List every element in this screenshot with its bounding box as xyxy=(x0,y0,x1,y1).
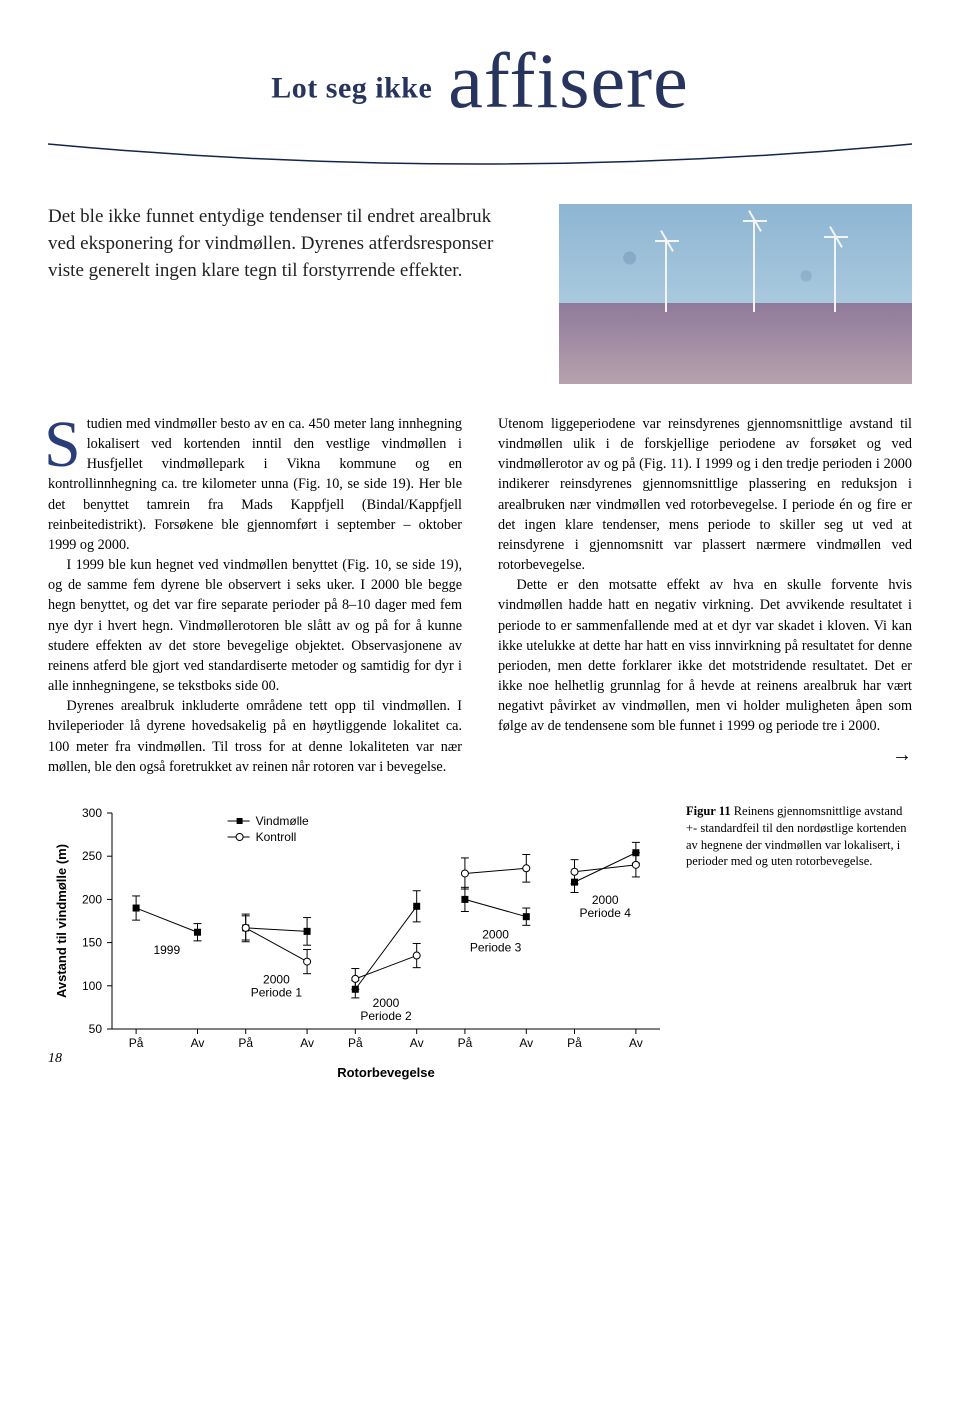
svg-text:Vindmølle: Vindmølle xyxy=(256,814,309,828)
svg-text:Periode 2: Periode 2 xyxy=(360,1009,412,1023)
page-title: Lot seg ikke affisere xyxy=(48,36,912,126)
svg-text:100: 100 xyxy=(82,979,102,993)
curved-divider xyxy=(48,136,912,176)
svg-text:2000: 2000 xyxy=(263,972,290,986)
hero-image xyxy=(559,204,912,384)
svg-text:150: 150 xyxy=(82,935,102,949)
svg-text:Periode 4: Periode 4 xyxy=(580,906,632,920)
right-p1: Utenom liggeperiodene var reinsdyrenes g… xyxy=(498,414,912,575)
page-number: 18 xyxy=(48,1051,62,1067)
intro-text: Det ble ikke funnet entydige tendenser t… xyxy=(48,204,523,384)
svg-text:Periode 3: Periode 3 xyxy=(470,940,522,954)
svg-text:Av: Av xyxy=(410,1036,424,1050)
svg-text:Av: Av xyxy=(191,1036,205,1050)
left-p2: I 1999 ble kun hegnet ved vindmøllen ben… xyxy=(48,555,462,696)
svg-text:300: 300 xyxy=(82,806,102,820)
drop-cap: S xyxy=(44,418,87,472)
svg-text:2000: 2000 xyxy=(482,927,509,941)
right-column: Utenom liggeperiodene var reinsdyrenes g… xyxy=(498,414,912,777)
svg-text:Periode 1: Periode 1 xyxy=(251,985,303,999)
left-column: Studien med vindmøller besto av en ca. 4… xyxy=(48,414,462,777)
svg-text:På: På xyxy=(567,1036,582,1050)
right-p2: Dette er den motsatte effekt av hva en s… xyxy=(498,575,912,736)
svg-text:På: På xyxy=(129,1036,144,1050)
svg-text:Av: Av xyxy=(300,1036,314,1050)
svg-text:Av: Av xyxy=(629,1036,643,1050)
svg-text:Rotorbevegelse: Rotorbevegelse xyxy=(337,1065,435,1080)
svg-text:Av: Av xyxy=(519,1036,533,1050)
svg-text:På: På xyxy=(458,1036,473,1050)
svg-text:200: 200 xyxy=(82,892,102,906)
top-row: Det ble ikke funnet entydige tendenser t… xyxy=(48,204,912,384)
svg-text:250: 250 xyxy=(82,849,102,863)
caption-lead: Figur 11 xyxy=(686,804,731,818)
body-columns: Studien med vindmøller besto av en ca. 4… xyxy=(48,414,912,777)
figure-caption: Figur 11 Reinens gjennomsnittlige avstan… xyxy=(686,803,912,1083)
svg-text:2000: 2000 xyxy=(592,893,619,907)
title-emph: affisere xyxy=(448,37,688,124)
title-pre: Lot seg ikke xyxy=(271,72,440,105)
svg-text:Avstand til vindmølle (m): Avstand til vindmølle (m) xyxy=(54,844,69,998)
svg-text:På: På xyxy=(348,1036,363,1050)
svg-text:50: 50 xyxy=(89,1022,103,1036)
left-p1: tudien med vindmøller besto av en ca. 45… xyxy=(48,416,462,553)
svg-text:På: På xyxy=(238,1036,253,1050)
chart-row: 50 100 150 200 250 300 Avstand til vindmølle (… xyxy=(48,803,912,1083)
continue-arrow-icon: → xyxy=(498,741,912,769)
svg-text:Kontroll: Kontroll xyxy=(256,830,297,844)
chart-figure: 50 100 150 200 250 300 Avstand til vindmølle (… xyxy=(48,803,668,1083)
svg-text:2000: 2000 xyxy=(373,996,400,1010)
svg-text:1999: 1999 xyxy=(153,943,180,957)
left-p3: Dyrenes arealbruk inkluderte områdene te… xyxy=(48,696,462,777)
